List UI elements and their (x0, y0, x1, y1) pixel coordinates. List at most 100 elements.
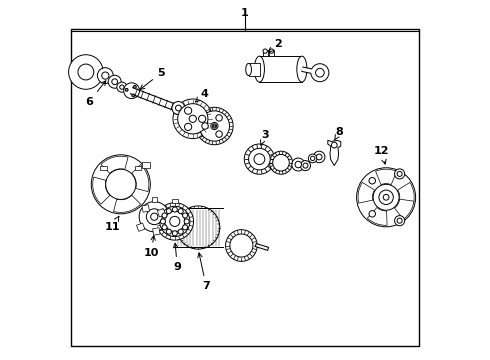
Circle shape (183, 225, 188, 230)
Circle shape (69, 55, 103, 89)
Ellipse shape (245, 63, 251, 76)
Circle shape (91, 155, 150, 214)
Circle shape (369, 211, 375, 217)
Circle shape (245, 144, 274, 174)
Circle shape (173, 99, 213, 139)
Bar (72, 29, 418, 346)
Circle shape (178, 208, 183, 213)
Text: 4: 4 (196, 89, 209, 102)
Circle shape (189, 115, 196, 122)
Wedge shape (368, 207, 387, 225)
Circle shape (172, 102, 185, 114)
Circle shape (308, 154, 317, 163)
Circle shape (202, 123, 208, 129)
Circle shape (166, 208, 172, 213)
Circle shape (112, 79, 118, 85)
Circle shape (394, 216, 405, 226)
Circle shape (212, 124, 217, 128)
Bar (152, 228, 160, 235)
Circle shape (78, 64, 94, 80)
Wedge shape (101, 156, 128, 174)
Bar (263, 50, 268, 56)
Wedge shape (93, 177, 110, 204)
Circle shape (357, 168, 416, 227)
Text: 5: 5 (140, 68, 165, 89)
Circle shape (125, 89, 128, 91)
Circle shape (117, 82, 127, 92)
Circle shape (147, 209, 162, 225)
Circle shape (216, 131, 222, 138)
Text: 11: 11 (105, 216, 120, 232)
Ellipse shape (297, 56, 307, 82)
Bar (135, 166, 141, 170)
Circle shape (263, 49, 268, 53)
Bar (259, 56, 302, 82)
Circle shape (178, 229, 183, 234)
Circle shape (185, 123, 192, 131)
Circle shape (213, 125, 216, 127)
Wedge shape (358, 183, 374, 203)
Circle shape (166, 229, 172, 234)
Circle shape (106, 169, 136, 199)
Circle shape (162, 225, 167, 230)
Bar (157, 208, 166, 217)
Circle shape (172, 231, 177, 236)
Circle shape (172, 207, 177, 212)
Circle shape (199, 111, 229, 141)
Text: 3: 3 (261, 130, 269, 145)
Circle shape (373, 184, 399, 210)
Circle shape (216, 114, 222, 121)
Circle shape (383, 194, 389, 200)
Circle shape (248, 148, 270, 170)
Circle shape (151, 213, 158, 220)
Circle shape (160, 206, 190, 237)
Bar (248, 63, 260, 76)
Wedge shape (114, 195, 141, 212)
Text: 2: 2 (269, 39, 282, 52)
Wedge shape (376, 169, 396, 185)
Circle shape (379, 190, 393, 204)
Circle shape (139, 202, 170, 232)
Circle shape (211, 122, 218, 130)
Circle shape (331, 142, 337, 148)
Circle shape (108, 75, 121, 88)
Text: 7: 7 (198, 253, 210, 291)
Circle shape (397, 171, 402, 176)
Wedge shape (398, 183, 414, 203)
Circle shape (176, 206, 220, 249)
Circle shape (133, 85, 136, 88)
Circle shape (397, 218, 402, 223)
Polygon shape (328, 140, 341, 166)
Circle shape (303, 163, 308, 168)
Circle shape (198, 115, 206, 122)
Wedge shape (132, 165, 149, 192)
Circle shape (196, 107, 233, 145)
Circle shape (183, 213, 188, 218)
Text: 6: 6 (86, 81, 106, 107)
Circle shape (98, 68, 113, 84)
Circle shape (254, 154, 265, 165)
Circle shape (311, 156, 315, 161)
Text: 8: 8 (334, 127, 343, 140)
Circle shape (225, 230, 257, 261)
Circle shape (120, 85, 124, 89)
Text: 10: 10 (144, 236, 159, 258)
Circle shape (270, 151, 293, 174)
Circle shape (311, 64, 329, 82)
Bar (152, 197, 157, 202)
Circle shape (185, 107, 192, 114)
Circle shape (165, 211, 185, 231)
Circle shape (295, 161, 301, 168)
Bar (172, 199, 178, 203)
Bar (137, 223, 145, 231)
Circle shape (175, 105, 181, 111)
Circle shape (184, 219, 189, 224)
Circle shape (394, 169, 405, 179)
Bar (269, 50, 274, 56)
Circle shape (170, 216, 180, 226)
Text: 9: 9 (173, 243, 181, 272)
Circle shape (162, 213, 167, 218)
Bar (142, 205, 149, 212)
Circle shape (292, 158, 305, 171)
Text: 1: 1 (241, 8, 249, 18)
